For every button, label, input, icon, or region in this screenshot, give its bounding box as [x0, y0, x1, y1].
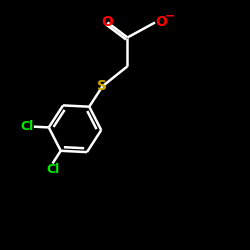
Text: O: O [102, 16, 114, 30]
Text: Cl: Cl [20, 120, 34, 133]
Text: −: − [164, 10, 175, 23]
Text: O: O [155, 16, 167, 30]
Text: S: S [98, 79, 108, 93]
Text: Cl: Cl [46, 164, 59, 176]
